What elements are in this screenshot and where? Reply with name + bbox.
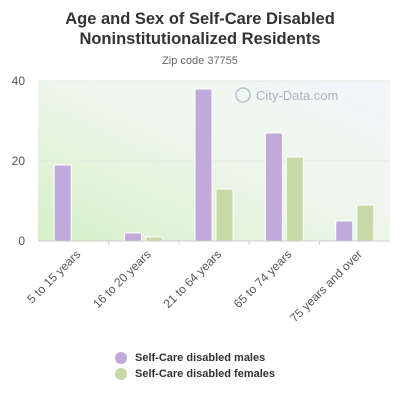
- bar-females: [145, 236, 164, 242]
- bar-males: [53, 164, 72, 242]
- x-tick-label: 65 to 74 years: [231, 247, 295, 311]
- bar-males: [264, 132, 283, 242]
- bar-females: [215, 188, 234, 242]
- watermark-icon: [235, 87, 251, 103]
- bar-males: [124, 232, 143, 242]
- legend-label-females: Self-Care disabled females: [135, 368, 276, 380]
- gridlines: [38, 80, 390, 162]
- y-tick-label: 0: [18, 234, 25, 248]
- x-tick-label: 75 years and over: [287, 247, 365, 325]
- legend: Self-Care disabled males Self-Care disab…: [115, 350, 275, 382]
- chart-subtitle: Zip code 37755: [162, 55, 238, 67]
- y-axis-ticks: 0 20 40: [12, 74, 26, 248]
- chart-title: Age and Sex of Self-Care Disabled Nonins…: [65, 10, 335, 48]
- x-axis-ticks: 5 to 15 years 16 to 20 years 21 to 64 year…: [24, 247, 365, 325]
- bar-males: [335, 220, 354, 242]
- bar-females: [356, 204, 375, 242]
- bars: [53, 88, 375, 245]
- legend-label-males: Self-Care disabled males: [135, 352, 266, 364]
- legend-swatch-males: [115, 352, 127, 364]
- watermark-text: City-Data.com: [256, 88, 338, 103]
- y-tick-label: 40: [12, 74, 26, 88]
- bar-females: [285, 156, 304, 242]
- x-tick-label: 5 to 15 years: [24, 247, 83, 306]
- bar-males: [194, 88, 213, 242]
- legend-swatch-females: [115, 368, 127, 380]
- y-tick-label: 20: [12, 154, 26, 168]
- watermark: City-Data.com: [235, 87, 338, 103]
- x-tick-label: 21 to 64 years: [160, 247, 224, 311]
- x-tick-label: 16 to 20 years: [90, 247, 154, 311]
- legend-item-females: Self-Care disabled females: [115, 366, 275, 382]
- legend-item-males: Self-Care disabled males: [115, 350, 275, 366]
